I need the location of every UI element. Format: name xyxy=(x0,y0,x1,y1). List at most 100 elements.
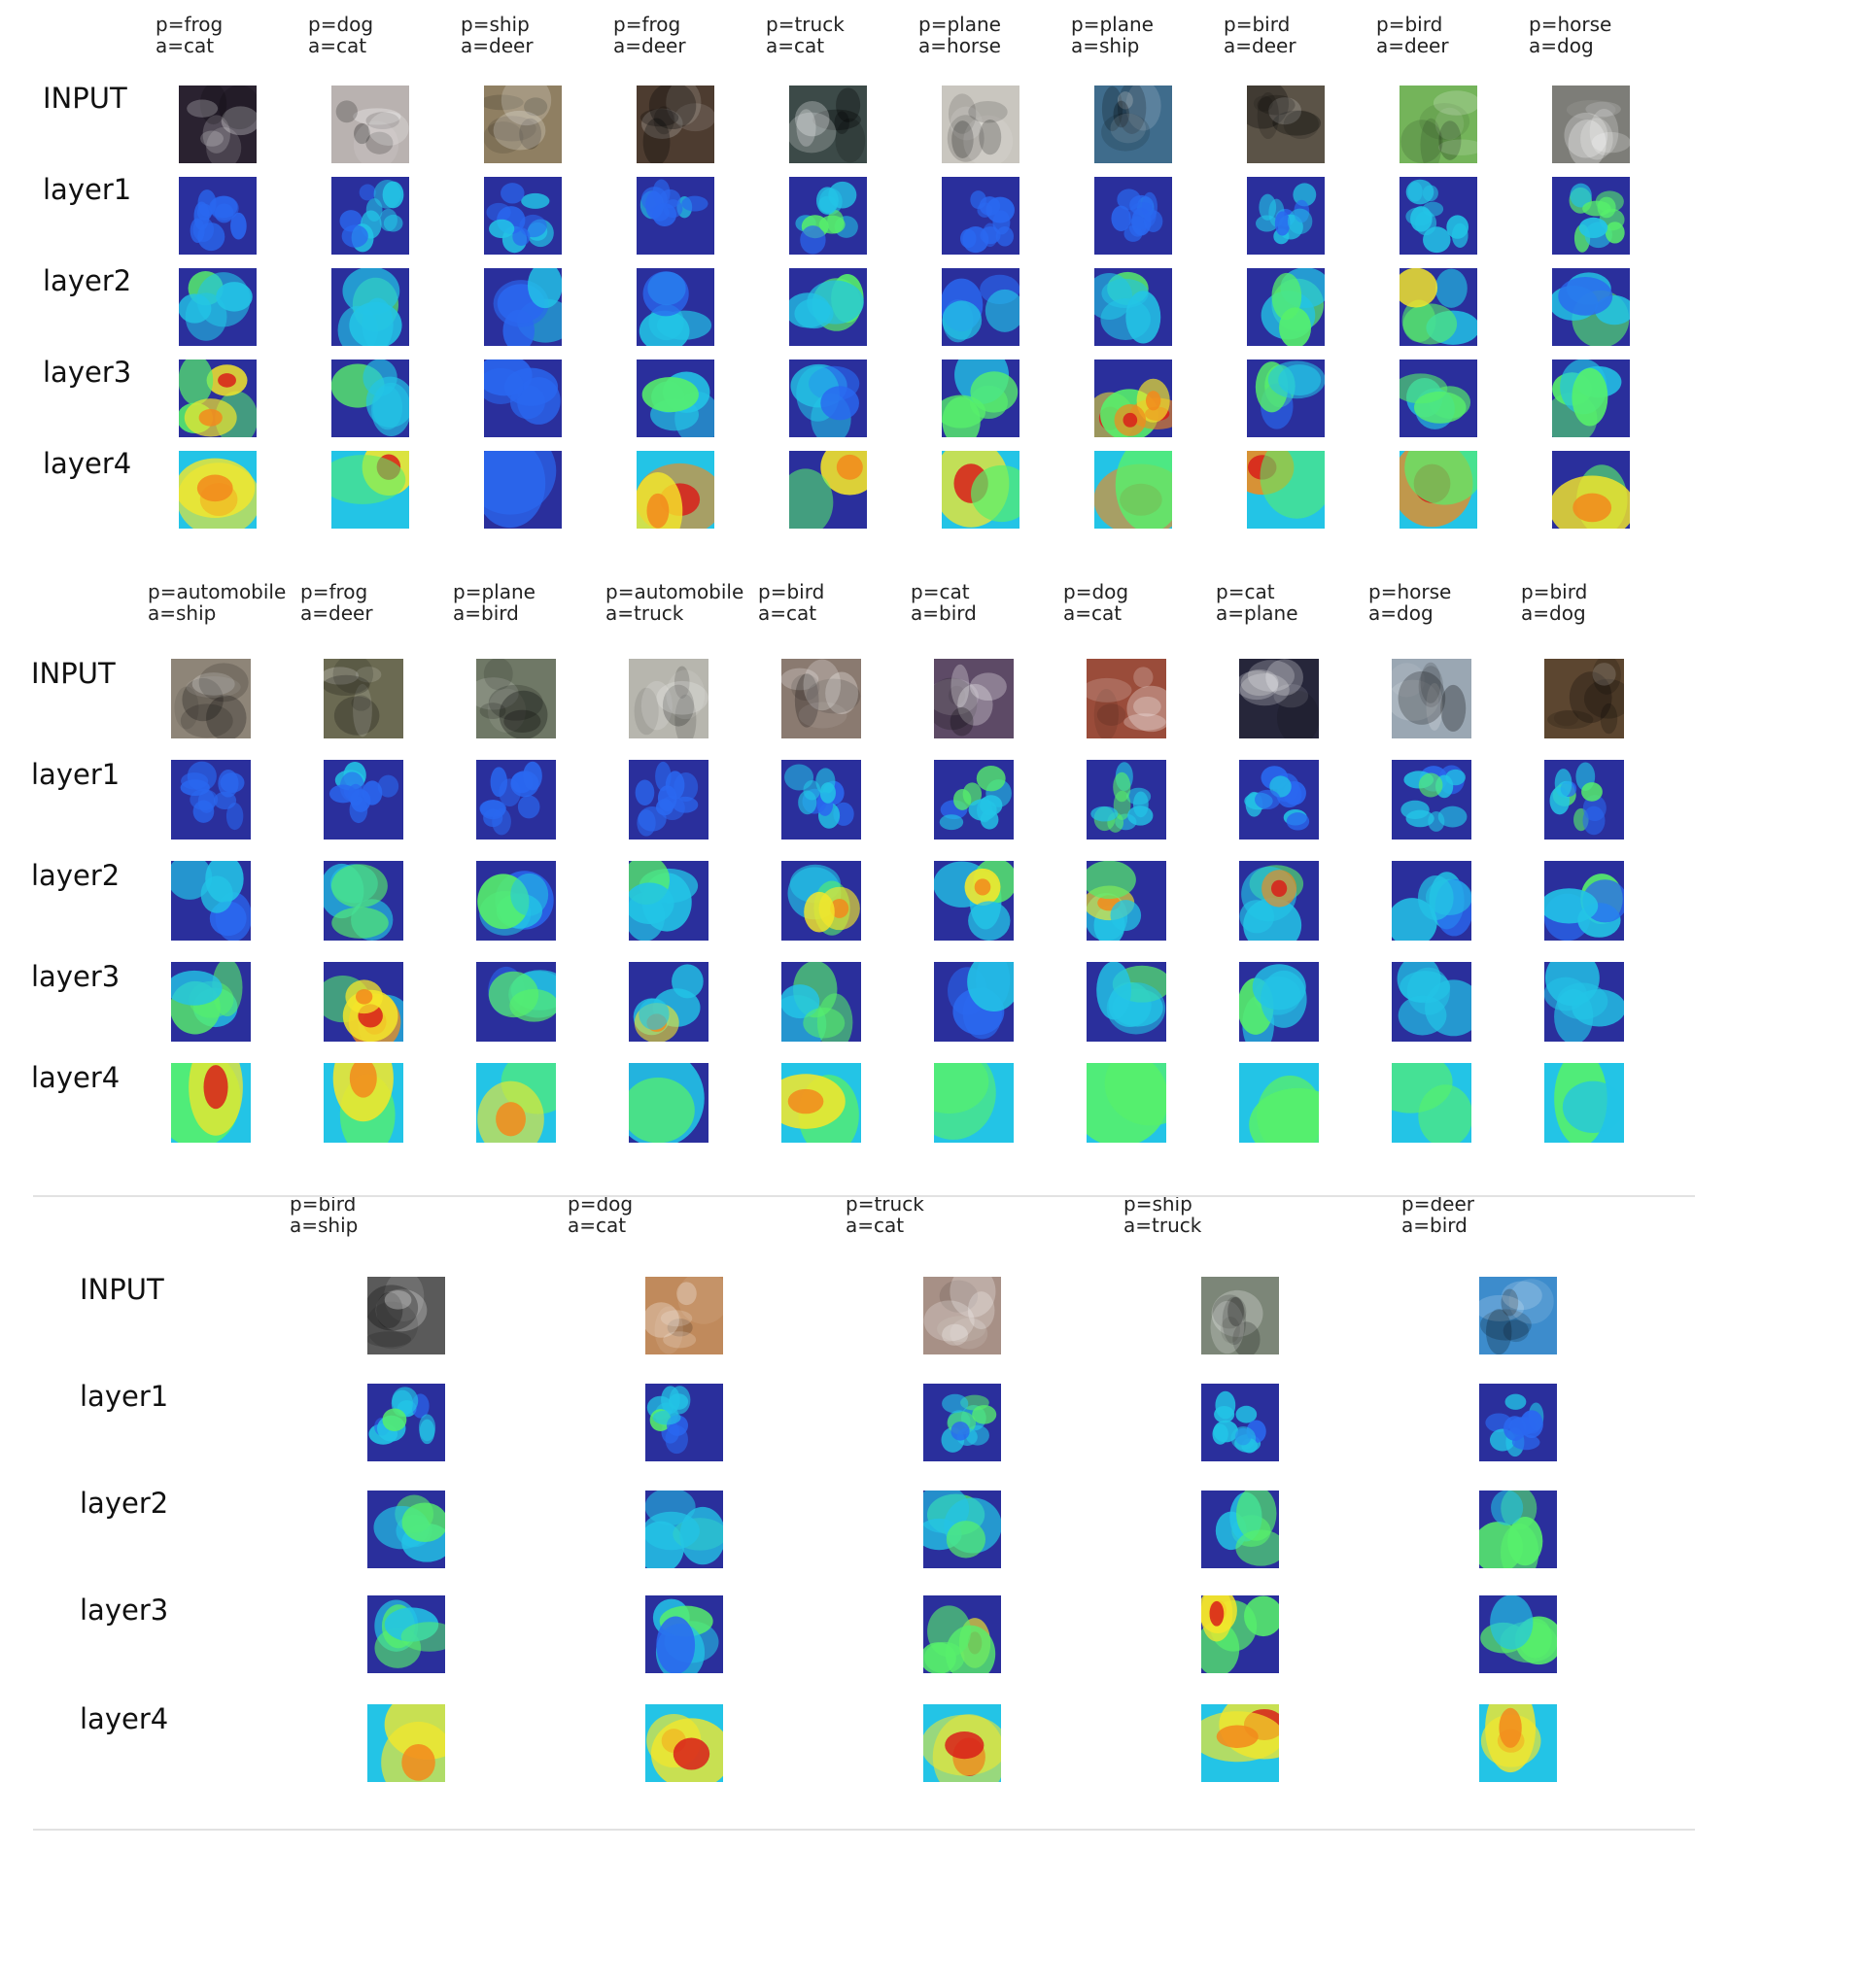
row-label-layer2: layer2 xyxy=(80,1487,169,1520)
column-caption: p=bird a=dog xyxy=(1521,581,1587,624)
gradcam-heatmap-layer1 xyxy=(1544,760,1624,840)
gradcam-heatmap-layer1 xyxy=(942,177,1019,255)
gradcam-heatmap-layer2 xyxy=(1479,1491,1557,1568)
gradcam-heatmap-layer2 xyxy=(179,268,257,346)
row-label-layer3: layer3 xyxy=(31,960,121,993)
predicted-label: p=truck xyxy=(846,1192,924,1216)
gradcam-heatmap-layer2 xyxy=(1552,268,1630,346)
gradcam-heatmap-layer1 xyxy=(324,760,403,840)
input-image xyxy=(1239,659,1319,738)
gradcam-heatmap-layer1 xyxy=(1552,177,1630,255)
gradcam-heatmap-layer3 xyxy=(1400,360,1477,437)
input-image xyxy=(629,659,708,738)
input-image xyxy=(331,86,409,163)
input-image xyxy=(789,86,867,163)
gradcam-heatmap-layer1 xyxy=(476,760,556,840)
input-image xyxy=(637,86,714,163)
predicted-label: p=deer xyxy=(1401,1192,1474,1216)
gradcam-heatmap-layer4 xyxy=(1094,451,1172,529)
gradcam-heatmap-layer3 xyxy=(629,962,708,1042)
row-label-layer2: layer2 xyxy=(43,264,132,297)
gradcam-heatmap-layer4 xyxy=(923,1704,1001,1782)
predicted-label: p=cat xyxy=(1216,580,1275,603)
input-image xyxy=(1087,659,1166,738)
actual-label: a=bird xyxy=(911,601,977,625)
predicted-label: p=bird xyxy=(1376,13,1443,36)
gradcam-heatmap-layer3 xyxy=(1392,962,1471,1042)
gradcam-heatmap-layer1 xyxy=(1247,177,1325,255)
gradcam-heatmap-layer4 xyxy=(1201,1704,1279,1782)
actual-label: a=bird xyxy=(1401,1214,1468,1237)
gradcam-heatmap-layer1 xyxy=(484,177,562,255)
actual-label: a=cat xyxy=(568,1214,627,1237)
input-image xyxy=(942,86,1019,163)
predicted-label: p=dog xyxy=(308,13,374,36)
actual-label: a=deer xyxy=(461,34,534,57)
actual-label: a=horse xyxy=(918,34,1001,57)
actual-label: a=ship xyxy=(1071,34,1140,57)
actual-label: a=plane xyxy=(1216,601,1298,625)
gradcam-heatmap-layer1 xyxy=(331,177,409,255)
gradcam-heatmap-layer1 xyxy=(923,1384,1001,1461)
input-image xyxy=(179,86,257,163)
gradcam-heatmap-layer4 xyxy=(476,1063,556,1143)
predicted-label: p=bird xyxy=(1224,13,1291,36)
actual-label: a=dog xyxy=(1368,601,1434,625)
gradcam-heatmap-layer3 xyxy=(1247,360,1325,437)
column-caption: p=automobile a=truck xyxy=(605,581,743,624)
row-label-input: INPUT xyxy=(80,1273,164,1306)
gradcam-heatmap-layer1 xyxy=(934,760,1014,840)
input-image xyxy=(781,659,861,738)
predicted-label: p=plane xyxy=(453,580,536,603)
actual-label: a=ship xyxy=(148,601,217,625)
input-image xyxy=(1552,86,1630,163)
column-caption: p=dog a=cat xyxy=(568,1193,633,1236)
input-image xyxy=(367,1277,445,1354)
input-image xyxy=(476,659,556,738)
gradcam-heatmap-layer4 xyxy=(1552,451,1630,529)
row-label-layer1: layer1 xyxy=(80,1380,169,1413)
gradcam-heatmap-layer4 xyxy=(1087,1063,1166,1143)
row-label-layer3: layer3 xyxy=(80,1594,169,1627)
column-caption: p=cat a=plane xyxy=(1216,581,1298,624)
gradcam-heatmap-layer1 xyxy=(1201,1384,1279,1461)
gradcam-heatmap-layer2 xyxy=(645,1491,723,1568)
gradcam-heatmap-layer3 xyxy=(476,962,556,1042)
gradcam-heatmap-layer1 xyxy=(645,1384,723,1461)
gradcam-heatmap-layer2 xyxy=(934,861,1014,941)
gradcam-heatmap-layer3 xyxy=(1544,962,1624,1042)
gradcam-heatmap-layer4 xyxy=(484,451,562,529)
actual-label: a=dog xyxy=(1521,601,1586,625)
column-caption: p=frog a=cat xyxy=(156,14,223,56)
predicted-label: p=frog xyxy=(156,13,224,36)
gradcam-heatmap-layer2 xyxy=(484,268,562,346)
gradcam-heatmap-layer3 xyxy=(1087,962,1166,1042)
section-divider xyxy=(33,1829,1695,1831)
actual-label: a=cat xyxy=(1063,601,1123,625)
column-caption: p=frog a=deer xyxy=(613,14,686,56)
gradcam-heatmap-layer4 xyxy=(789,451,867,529)
gradcam-heatmap-layer1 xyxy=(1239,760,1319,840)
predicted-label: p=cat xyxy=(911,580,970,603)
predicted-label: p=plane xyxy=(918,13,1001,36)
gradcam-heatmap-layer2 xyxy=(1201,1491,1279,1568)
gradcam-heatmap-layer2 xyxy=(637,268,714,346)
gradcam-heatmap-layer4 xyxy=(1247,451,1325,529)
predicted-label: p=bird xyxy=(1521,580,1588,603)
gradcam-heatmap-layer3 xyxy=(923,1595,1001,1673)
predicted-label: p=frog xyxy=(613,13,681,36)
input-image xyxy=(324,659,403,738)
section-divider xyxy=(33,1195,1695,1197)
input-image xyxy=(1201,1277,1279,1354)
actual-label: a=deer xyxy=(1376,34,1449,57)
gradcam-heatmap-layer1 xyxy=(179,177,257,255)
gradcam-heatmap-layer1 xyxy=(1400,177,1477,255)
gradcam-heatmap-layer1 xyxy=(1392,760,1471,840)
gradcam-heatmap-layer1 xyxy=(781,760,861,840)
gradcam-heatmap-layer2 xyxy=(324,861,403,941)
gradcam-heatmap-layer3 xyxy=(1479,1595,1557,1673)
predicted-label: p=frog xyxy=(300,580,368,603)
gradcam-heatmap-layer2 xyxy=(1087,861,1166,941)
predicted-label: p=automobile xyxy=(605,580,744,603)
column-caption: p=ship a=truck xyxy=(1123,1193,1201,1236)
